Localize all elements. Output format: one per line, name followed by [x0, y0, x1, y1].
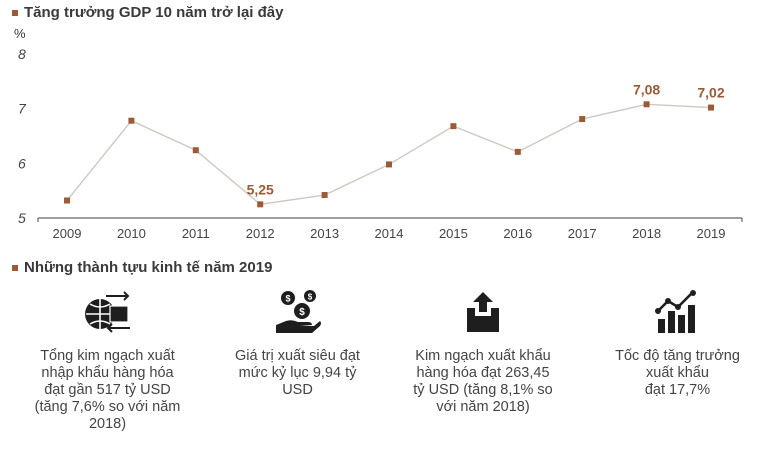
achievements-list: Tổng kim ngạch xuất nhập khẩu hàng hóa đ… [0, 287, 783, 458]
achievement-text: Kim ngạch xuất khẩu hàng hóa đạt 263,45 … [413, 348, 553, 415]
data-point [579, 116, 586, 123]
title-bullet [12, 9, 18, 16]
x-tick-label: 2012 [246, 226, 275, 241]
data-point [514, 148, 521, 155]
achievements-title: Những thành tựu kinh tế năm 2019 [24, 259, 273, 276]
x-tick-label: 2011 [182, 226, 210, 241]
x-axis: 2009 2010 2011 2012 2013 2014 2015 2016 2017 2018… [37, 217, 743, 241]
data-point [386, 161, 392, 168]
data-label: 5,25 [247, 181, 274, 197]
data-point [128, 117, 135, 124]
achievement-text: Tốc độ tăng trưởng xuất khẩu đạt 17,7% [615, 348, 740, 398]
chart-section-title: Tăng trưởng GDP 10 năm trở lại đây [12, 4, 283, 21]
growth-chart-icon [590, 287, 765, 337]
achievement-card-export-value: Kim ngạch xuất khẩu hàng hóa đạt 263,45 … [398, 287, 568, 416]
y-tick-label: 8 [18, 46, 26, 62]
y-tick-label: 7 [18, 101, 27, 117]
title-bullet [12, 264, 18, 271]
export-box-icon [398, 287, 568, 337]
data-point [64, 197, 70, 204]
svg-text:$: $ [307, 293, 312, 302]
y-tick-label: 5 [18, 210, 26, 226]
y-axis-ticks: 5 6 7 8 [18, 46, 27, 226]
achievement-card-export-growth: Tốc độ tăng trưởng xuất khẩu đạt 17,7% [590, 287, 765, 399]
data-point [450, 123, 457, 130]
import-export-icon [20, 287, 195, 337]
data-label: 7,08 [633, 81, 660, 97]
data-point [321, 192, 328, 199]
data-point [643, 101, 650, 108]
x-tick-label: 2014 [375, 226, 404, 241]
x-tick-label: 2016 [503, 226, 532, 241]
x-tick-label: 2015 [439, 226, 468, 241]
data-label: 7,02 [697, 85, 724, 101]
achievement-text: Giá trị xuất siêu đạt mức kỷ lục 9,94 tỷ… [235, 348, 360, 398]
x-tick-label: 2017 [568, 226, 597, 241]
x-tick-label: 2013 [310, 226, 339, 241]
x-tick-label: 2019 [697, 226, 726, 241]
y-tick-label: 6 [18, 155, 26, 171]
svg-text:$: $ [285, 294, 290, 304]
x-tick-label: 2009 [53, 226, 82, 241]
x-tick-label: 2010 [117, 226, 146, 241]
achievements-section-title: Những thành tựu kinh tế năm 2019 [12, 259, 272, 276]
data-point [257, 201, 264, 208]
y-axis-label: % [14, 26, 26, 41]
svg-text:$: $ [299, 307, 305, 318]
x-tick-label: 2018 [632, 226, 661, 241]
achievement-text: Tổng kim ngạch xuất nhập khẩu hàng hóa đ… [34, 348, 181, 432]
series-line [66, 103, 712, 206]
data-point [708, 104, 714, 111]
data-point [192, 147, 199, 154]
achievement-card-import-export: Tổng kim ngạch xuất nhập khẩu hàng hóa đ… [20, 287, 195, 433]
chart-title: Tăng trưởng GDP 10 năm trở lại đây [24, 4, 284, 21]
hand-money-icon: $ $ $ [210, 287, 385, 337]
achievement-card-trade-surplus: $ $ $ Giá trị xuất siêu đạt mức kỷ lục 9… [210, 287, 385, 399]
gdp-series: 5,25 7,08 7,02 [64, 81, 725, 208]
